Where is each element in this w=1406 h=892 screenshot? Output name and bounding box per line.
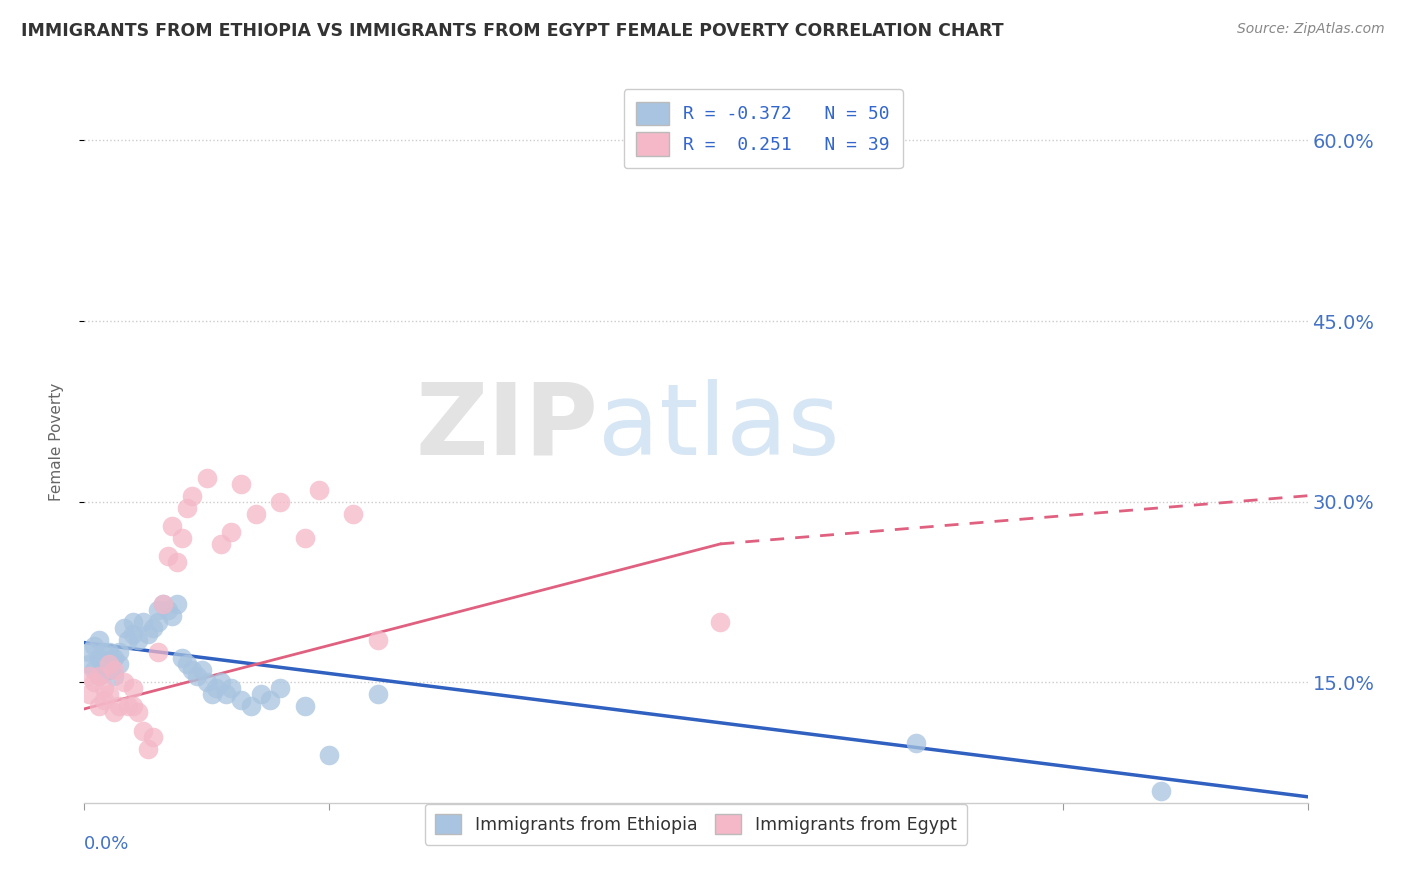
Point [87,633,110,648]
Point [77,669,100,683]
Point [181,664,204,678]
Legend: Immigrants from Ethiopia, Immigrants from Egypt: Immigrants from Ethiopia, Immigrants fro… [425,804,967,845]
Point [156,549,179,563]
Point [162,609,184,624]
Point [172,651,194,665]
Point [87,669,110,683]
Point [195,470,218,484]
Text: Source: ZipAtlas.com: Source: ZipAtlas.com [1237,22,1385,37]
Point [83,664,105,678]
Point [87,699,110,714]
Point [122,681,145,696]
Point [259,693,281,707]
Point [77,657,100,672]
Point [269,681,291,696]
Point [172,531,194,545]
Point [97,687,120,701]
Point [132,723,155,738]
Point [176,500,198,515]
Point [209,537,232,551]
Point [97,664,120,678]
Point [367,633,389,648]
Point [112,675,135,690]
Point [294,699,316,714]
Point [229,476,252,491]
Point [107,699,129,714]
Point [318,747,340,762]
Point [176,657,198,672]
Point [219,524,242,539]
Point [77,645,100,659]
Point [142,621,165,635]
Point [112,621,135,635]
Point [215,687,238,701]
Point [122,627,145,641]
Point [166,597,188,611]
Point [209,675,232,690]
Point [103,664,125,678]
Point [93,693,115,707]
Text: 0.0%: 0.0% [84,835,129,854]
Text: IMMIGRANTS FROM ETHIOPIA VS IMMIGRANTS FROM EGYPT FEMALE POVERTY CORRELATION CHA: IMMIGRANTS FROM ETHIOPIA VS IMMIGRANTS F… [21,22,1004,40]
Point [97,645,120,659]
Point [146,615,169,630]
Point [103,651,125,665]
Point [93,681,115,696]
Point [107,657,129,672]
Point [136,627,159,641]
Point [219,681,242,696]
Point [249,687,271,701]
Point [77,687,100,701]
Text: ZIP: ZIP [415,378,598,475]
Point [97,657,120,672]
Point [93,645,115,659]
Text: atlas: atlas [598,378,839,475]
Point [127,706,149,720]
Point [103,706,125,720]
Point [152,597,174,611]
Point [308,483,330,497]
Point [107,645,129,659]
Point [294,531,316,545]
Point [152,597,174,611]
Point [239,699,262,714]
Point [191,664,214,678]
Point [269,494,291,508]
Point [117,699,139,714]
Point [142,730,165,744]
Point [87,651,110,665]
Point [162,518,184,533]
Point [367,687,389,701]
Point [146,603,169,617]
Point [132,615,155,630]
Point [136,741,159,756]
Point [83,675,105,690]
Y-axis label: Female Poverty: Female Poverty [49,383,63,500]
Point [117,633,139,648]
Point [146,645,169,659]
Point [181,489,204,503]
Point [245,507,267,521]
Point [905,735,928,749]
Point [342,507,364,521]
Point [1150,784,1173,798]
Point [103,669,125,683]
Point [127,633,149,648]
Point [186,669,208,683]
Point [122,615,145,630]
Point [156,603,179,617]
Point [83,639,105,653]
Point [205,681,228,696]
Point [93,657,115,672]
Point [200,687,222,701]
Point [166,555,188,569]
Point [87,669,110,683]
Point [122,699,145,714]
Point [709,615,731,630]
Point [229,693,252,707]
Point [195,675,218,690]
